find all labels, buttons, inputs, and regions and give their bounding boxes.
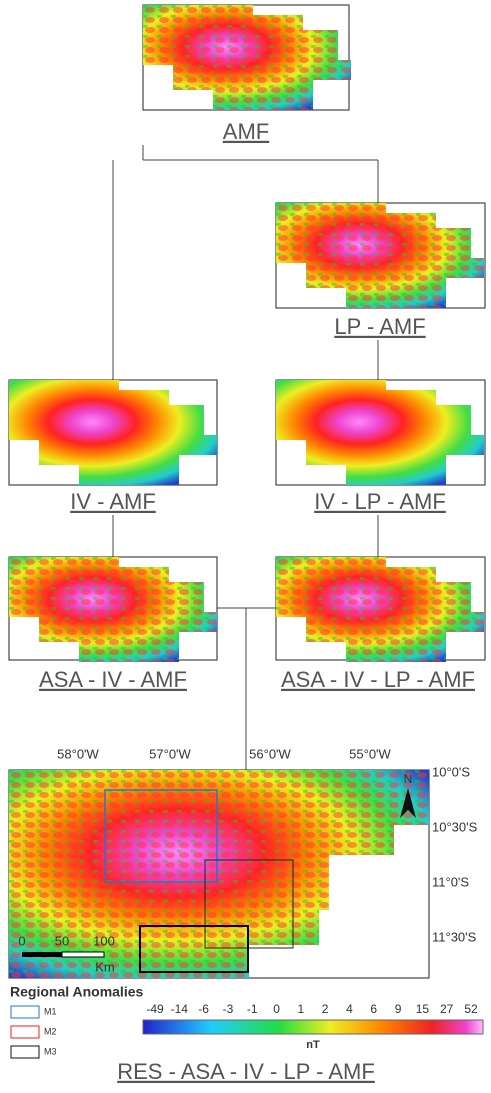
panel-label: LP - AMF bbox=[334, 314, 425, 339]
colorbar-label: -1 bbox=[247, 1002, 258, 1016]
colorbar-label: 0 bbox=[273, 1002, 280, 1016]
lat-label: 11°30'S bbox=[432, 929, 477, 944]
scale-label: 50 bbox=[55, 933, 69, 948]
panel-label: IV - AMF bbox=[70, 489, 156, 514]
colorbar-label: 9 bbox=[395, 1002, 402, 1016]
colorbar-label: 52 bbox=[464, 1002, 478, 1016]
lat-label: 10°0'S bbox=[432, 764, 470, 779]
lon-label: 56°0'W bbox=[249, 746, 291, 761]
colorbar-label: 27 bbox=[440, 1002, 454, 1016]
result-label: RES - ASA - IV - LP - AMF bbox=[117, 1059, 375, 1084]
colorbar-label: -49 bbox=[146, 1002, 164, 1016]
scale-unit: Km bbox=[95, 959, 115, 974]
colorbar-label: 1 bbox=[298, 1002, 305, 1016]
colorbar-label: -6 bbox=[198, 1002, 209, 1016]
lat-label: 10°30'S bbox=[432, 819, 478, 834]
colorbar bbox=[142, 1019, 484, 1035]
colorbar-label: -3 bbox=[223, 1002, 234, 1016]
panel-label: AMF bbox=[223, 119, 269, 144]
colorbar-label: 4 bbox=[346, 1002, 353, 1016]
panel-label: ASA - IV - AMF bbox=[39, 667, 187, 692]
colorbar-unit: nT bbox=[306, 1039, 320, 1051]
north-arrow bbox=[400, 788, 416, 818]
colorbar-label: 6 bbox=[370, 1002, 377, 1016]
north-label: N bbox=[404, 772, 413, 786]
lon-label: 57°0'W bbox=[149, 746, 191, 761]
lon-label: 55°0'W bbox=[349, 746, 391, 761]
panel-label: IV - LP - AMF bbox=[314, 489, 446, 514]
lat-label: 11°0'S bbox=[432, 874, 469, 889]
legend-item: M3 bbox=[44, 1046, 57, 1056]
legend-title: Regional Anomalies bbox=[10, 984, 144, 1000]
colorbar-label: 2 bbox=[322, 1002, 329, 1016]
panel-label: ASA - IV - LP - AMF bbox=[281, 667, 475, 692]
colorbar-label: 15 bbox=[416, 1002, 430, 1016]
legend-item: M2 bbox=[44, 1026, 57, 1036]
scale-label: 100 bbox=[93, 933, 115, 948]
legend-item: M1 bbox=[44, 1006, 57, 1016]
scale-label: 0 bbox=[18, 933, 25, 948]
lon-label: 58°0'W bbox=[57, 746, 99, 761]
colorbar-label: -14 bbox=[171, 1002, 189, 1016]
